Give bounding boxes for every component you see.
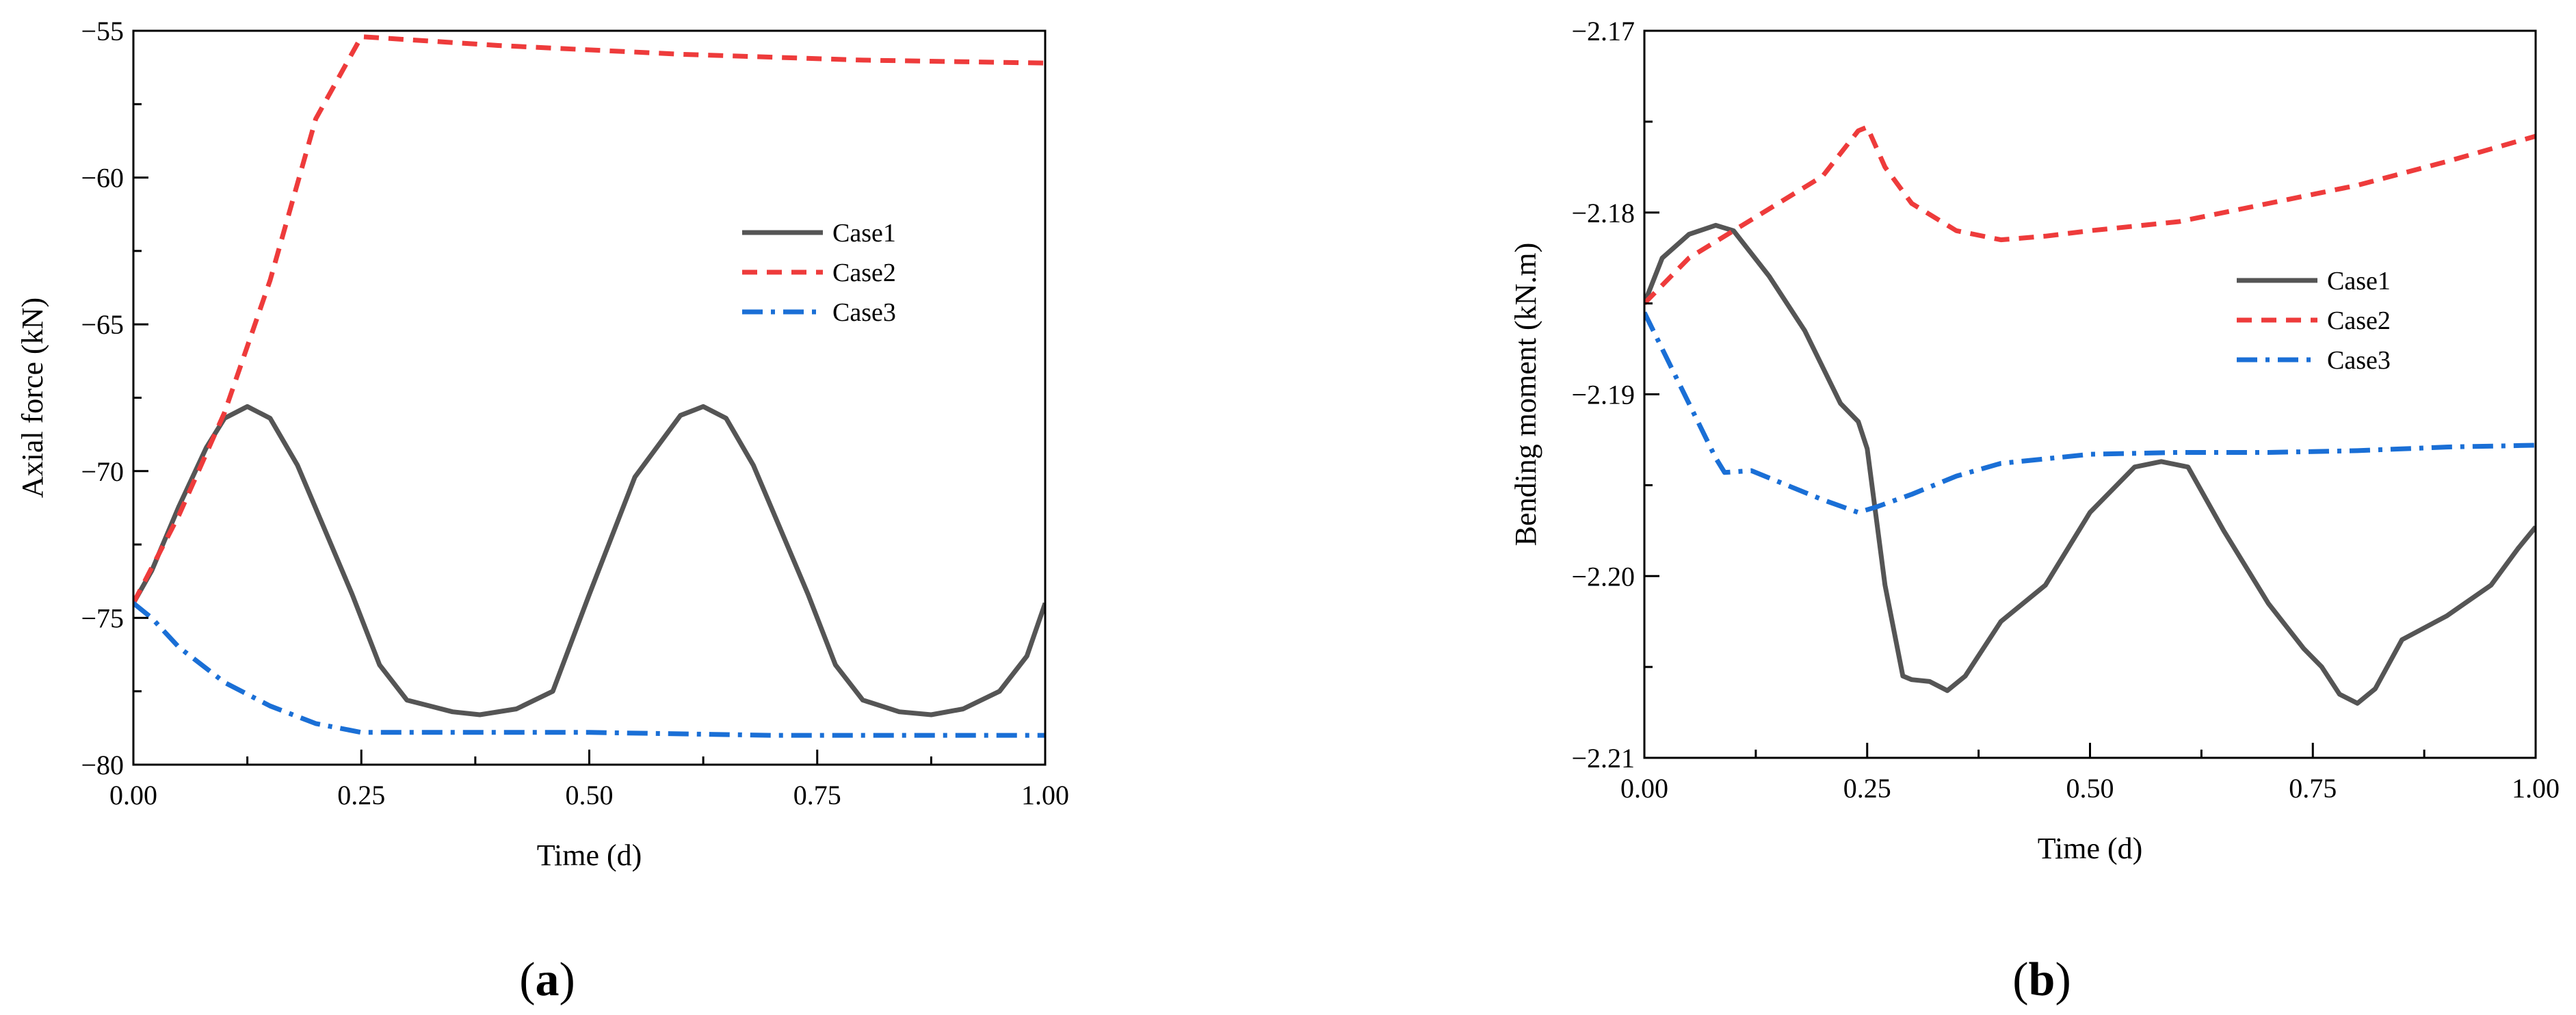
y-axis-title: Axial force (kN): [16, 298, 49, 498]
y-tick-label: −80: [81, 750, 124, 780]
x-axis-title: Time (d): [2038, 832, 2143, 865]
legend: Case1 Case2 Case3: [742, 219, 896, 327]
y-tick-label: −65: [81, 309, 124, 340]
y-tick-label: −2.19: [1571, 380, 1635, 410]
y-tick-label: −55: [81, 16, 124, 47]
x-tick-label: 0.00: [109, 780, 157, 810]
y-tick-label: −2.20: [1571, 561, 1635, 592]
plot-frame: [132, 29, 1047, 766]
legend-label-case3: Case3: [832, 298, 896, 327]
x-tick-label: 0.50: [2066, 773, 2114, 804]
plot-frame: [1643, 29, 2537, 759]
legend-label-case2: Case2: [832, 259, 896, 287]
legend: Case1 Case2 Case3: [2237, 267, 2391, 375]
chart-panel-a: 0.00 0.25 0.50 0.75 1.00 −80 −75 −70 −65 −60 −55 Ti…: [16, 16, 1069, 1006]
y-tick-label: −60: [81, 163, 124, 194]
legend-label-case2: Case2: [2327, 306, 2391, 335]
series-line-case1: [1644, 222, 2536, 706]
series-line-case2: [133, 34, 1045, 605]
panel-label: (a): [519, 953, 575, 1006]
series-line-case3: [1644, 311, 2536, 515]
x-tick-label: 0.75: [793, 780, 841, 810]
x-tick-label: 1.00: [1021, 780, 1069, 810]
x-tick-label: 0.50: [566, 780, 614, 810]
series-line-case1: [133, 404, 1045, 717]
legend-label-case1: Case1: [2327, 267, 2391, 295]
series-group: [1644, 124, 2536, 706]
series-line-case3: [133, 601, 1045, 738]
y-axis-title: Bending moment (kN.m): [1509, 243, 1542, 546]
series-group: [133, 34, 1045, 738]
series-line-case2: [1644, 124, 2536, 306]
x-tick-label: 1.00: [2512, 773, 2560, 804]
legend-label-case1: Case1: [832, 219, 896, 248]
y-tick-label: −70: [81, 456, 124, 487]
x-tick-label: 0.75: [2289, 773, 2337, 804]
y-tick-label: −75: [81, 603, 124, 633]
legend-label-case3: Case3: [2327, 346, 2391, 375]
chart-panel-b: 0.00 0.25 0.50 0.75 1.00 −2.21 −2.20 −2.19 −2.18…: [1509, 16, 2560, 1006]
y-tick-label: −2.18: [1571, 198, 1635, 228]
y-tick-label: −2.17: [1571, 16, 1635, 47]
x-tick-label: 0.25: [337, 780, 385, 810]
x-tick-label: 0.25: [1843, 773, 1891, 804]
panel-label: (b): [2012, 953, 2071, 1006]
x-tick-label: 0.00: [1620, 773, 1668, 804]
x-axis-title: Time (d): [537, 839, 642, 872]
y-tick-label: −2.21: [1571, 743, 1635, 774]
